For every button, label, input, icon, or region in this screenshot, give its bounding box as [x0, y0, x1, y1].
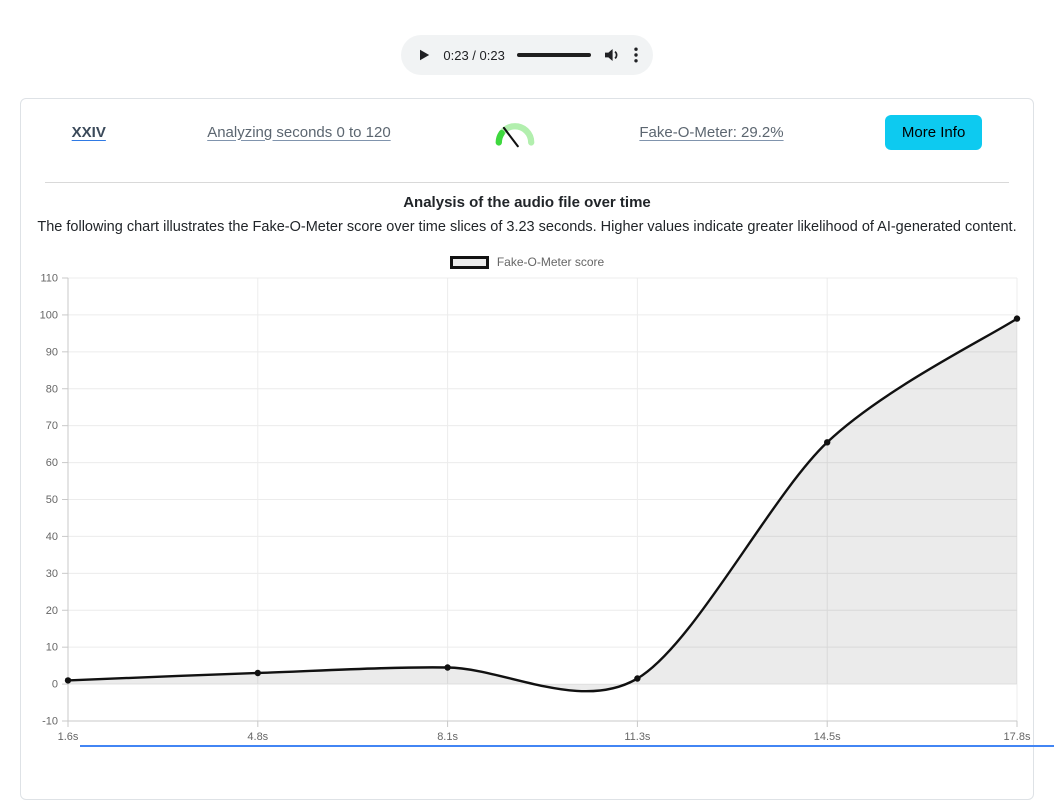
svg-text:100: 100: [40, 309, 58, 321]
overflow-menu-button[interactable]: [628, 46, 643, 64]
analyzing-range-link[interactable]: Analyzing seconds 0 to 120: [207, 123, 391, 141]
svg-text:70: 70: [46, 420, 58, 432]
svg-text:90: 90: [46, 346, 58, 358]
play-button[interactable]: [416, 46, 432, 64]
legend-label: Fake-O-Meter score: [496, 255, 605, 269]
svg-text:110: 110: [40, 273, 58, 285]
track-title-link[interactable]: XXIV: [71, 123, 106, 141]
fake-o-meter-link[interactable]: Fake-O-Meter: 29.2%: [639, 123, 784, 141]
svg-text:17.8s: 17.8s: [1004, 731, 1031, 743]
volume-button[interactable]: [602, 46, 622, 64]
svg-text:60: 60: [46, 457, 58, 469]
svg-text:-10: -10: [42, 716, 58, 728]
svg-text:10: 10: [46, 642, 58, 654]
audio-player-wrap: 0:23 / 0:23: [0, 0, 1054, 75]
svg-text:30: 30: [46, 568, 58, 580]
svg-text:0: 0: [52, 679, 58, 691]
svg-text:8.1s: 8.1s: [437, 731, 458, 743]
time-display: 0:23 / 0:23: [443, 47, 505, 63]
svg-text:11.3s: 11.3s: [624, 731, 651, 743]
more-info-button[interactable]: More Info: [884, 114, 983, 150]
speaker-icon: [605, 49, 618, 61]
kebab-menu-icon: [634, 47, 638, 63]
svg-text:14.5s: 14.5s: [814, 731, 841, 743]
svg-text:50: 50: [46, 494, 58, 506]
svg-text:80: 80: [46, 383, 58, 395]
gauge-icon: [495, 123, 535, 148]
seek-bar[interactable]: [516, 53, 592, 57]
bottom-accent-strip: [80, 745, 1054, 747]
legend-swatch: [449, 255, 489, 269]
svg-text:1.6s: 1.6s: [58, 731, 79, 743]
analysis-card: XXIV Analyzing seconds 0 to 120 Fake-O-M…: [20, 98, 1034, 800]
svg-text:40: 40: [46, 531, 58, 543]
play-icon: [420, 49, 430, 61]
svg-text:20: 20: [46, 605, 58, 617]
header-divider: [45, 182, 1009, 183]
card-header: XXIV Analyzing seconds 0 to 120 Fake-O-M…: [21, 99, 1033, 165]
chart-section-subtitle: The following chart illustrates the Fake…: [37, 219, 1017, 235]
chart-legend[interactable]: Fake-O-Meter score: [21, 255, 1033, 269]
svg-text:4.8s: 4.8s: [247, 731, 268, 743]
audio-player[interactable]: 0:23 / 0:23: [401, 35, 653, 75]
fake-o-meter-chart[interactable]: -10 0 10 20 30 40 50 60 70 80 90 100 110 1.6s 4.8s 8.1s…: [21, 269, 1033, 769]
chart-section-title: Analysis of the audio file over time: [403, 194, 651, 211]
